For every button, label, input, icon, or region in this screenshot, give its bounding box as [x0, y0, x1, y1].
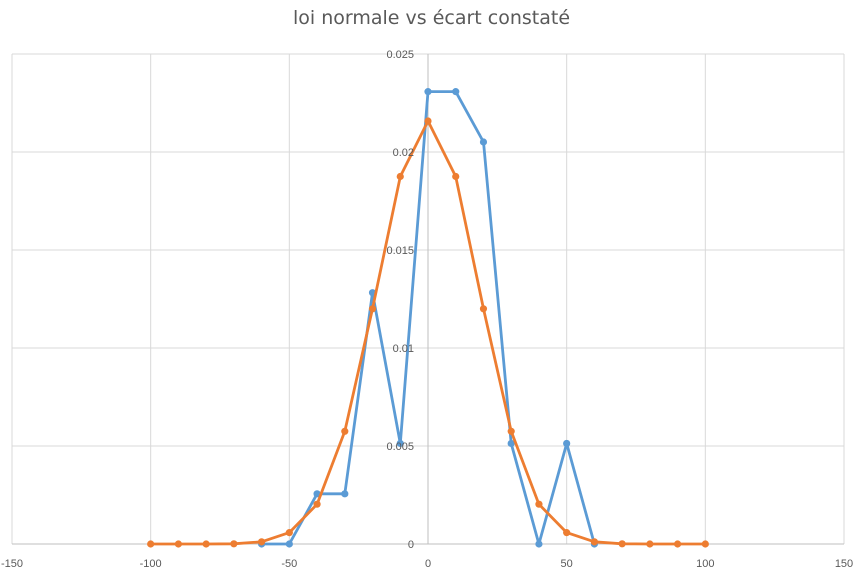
series-2-point [341, 427, 349, 435]
y-tick-label: 0.015 [386, 245, 414, 257]
x-tick-label: 50 [561, 558, 573, 570]
y-tick-label: 0.005 [386, 441, 414, 453]
series-1-point [424, 88, 432, 96]
series-2-point [618, 540, 626, 548]
series-2-point [479, 305, 488, 313]
series-2-point [563, 529, 571, 537]
series-2-point [396, 172, 404, 181]
series-2-point [535, 500, 543, 508]
x-tick-label: -50 [281, 558, 297, 570]
y-tick-label: 0.02 [393, 147, 414, 159]
series-1-point [563, 439, 571, 448]
x-tick-label: -150 [1, 558, 23, 570]
series-1-point [507, 439, 515, 448]
series-2-point [590, 538, 599, 546]
series-2-point [646, 540, 654, 548]
series-2-point [147, 540, 155, 548]
chart-title: loi normale vs écart constaté [292, 7, 571, 29]
series-2-point [313, 500, 321, 508]
y-tick-label: 0.01 [393, 343, 414, 355]
series-1-point [285, 540, 293, 548]
series-2-point [202, 540, 210, 548]
series-2-point [674, 540, 682, 548]
series-2-point [368, 305, 377, 313]
series-2-point [452, 172, 460, 181]
series-2-point [507, 427, 515, 435]
series-2-point [701, 540, 709, 548]
x-tick-label: 150 [835, 558, 853, 570]
series-1-point [452, 88, 460, 96]
series-1-point [396, 439, 404, 448]
tick-labels: -150 -100 -50 0 50 100 150 0 0.005 0.01 0.015 0.02 0… [1, 49, 853, 570]
series-2-point [258, 538, 266, 546]
series-2-point [285, 529, 293, 537]
series-1-point [341, 490, 349, 498]
axes [12, 54, 844, 545]
y-tick-label: 0 [408, 539, 414, 551]
y-tick-label: 0.025 [386, 49, 414, 61]
series-2-point [230, 540, 238, 548]
x-tick-label: 0 [425, 558, 431, 570]
x-tick-label: 100 [696, 558, 714, 570]
series-layer [147, 88, 709, 548]
series-2-point [174, 540, 182, 548]
x-tick-label: -100 [140, 558, 162, 570]
series-2-point [424, 117, 432, 125]
series-1-point [479, 138, 488, 146]
series-1-point [535, 540, 543, 548]
